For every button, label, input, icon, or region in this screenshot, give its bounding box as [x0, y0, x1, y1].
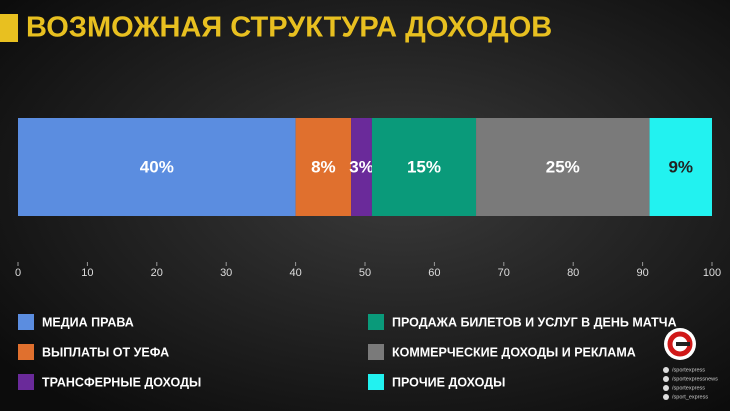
legend-swatch	[18, 314, 34, 330]
bar-segment	[476, 118, 650, 216]
legend-swatch	[368, 344, 384, 360]
bar-segment	[649, 118, 712, 216]
legend-label: ВЫПЛАТЫ ОТ УЕФА	[42, 345, 169, 359]
legend-label: ТРАНСФЕРНЫЕ ДОХОДЫ	[42, 375, 201, 389]
x-tick-label: 90	[636, 267, 648, 279]
social-icon	[663, 394, 669, 400]
x-tick-label: 0	[15, 267, 21, 279]
social-handle: /sportexpressnews	[672, 376, 718, 382]
legend-swatch	[368, 374, 384, 390]
legend-swatch	[18, 374, 34, 390]
x-tick-label: 60	[428, 267, 440, 279]
x-tick-label: 40	[289, 267, 301, 279]
social-handle: /sportexpress	[672, 367, 705, 373]
bar-segment	[371, 118, 477, 216]
value-label: 3%	[349, 157, 374, 176]
social-icon	[663, 385, 669, 391]
x-tick-label: 100	[703, 267, 721, 279]
logo	[664, 328, 696, 360]
legend-label: МЕДИА ПРАВА	[42, 315, 134, 329]
legend-swatch	[368, 314, 384, 330]
social-icon	[663, 376, 669, 382]
value-label: 40%	[140, 157, 174, 176]
x-tick-label: 10	[81, 267, 93, 279]
bar-segment	[18, 118, 296, 216]
legend-label: ПРОЧИЕ ДОХОДЫ	[392, 375, 505, 389]
social-handle: /sport_express	[672, 394, 708, 400]
value-label: 25%	[546, 157, 580, 176]
x-tick-label: 80	[567, 267, 579, 279]
chart-title: ВОЗМОЖНАЯ СТРУКТУРА ДОХОДОВ	[26, 12, 552, 44]
value-label: 9%	[668, 157, 693, 176]
social-handle: /sportexpress	[672, 385, 705, 391]
legend-label: КОММЕРЧЕСКИЕ ДОХОДЫ И РЕКЛАМА	[392, 345, 636, 359]
x-tick-label: 50	[359, 267, 371, 279]
title-marker	[0, 14, 18, 42]
social-icon	[663, 367, 669, 373]
bar-segment	[351, 118, 372, 216]
x-tick-label: 30	[220, 267, 232, 279]
value-label: 15%	[407, 157, 441, 176]
bar-segment	[295, 118, 352, 216]
legend-label: ПРОДАЖА БИЛЕТОВ И УСЛУГ В ДЕНЬ МАТЧА	[392, 315, 677, 329]
x-tick-label: 20	[151, 267, 163, 279]
legend-swatch	[18, 344, 34, 360]
x-tick-label: 70	[498, 267, 510, 279]
value-label: 8%	[311, 157, 336, 176]
